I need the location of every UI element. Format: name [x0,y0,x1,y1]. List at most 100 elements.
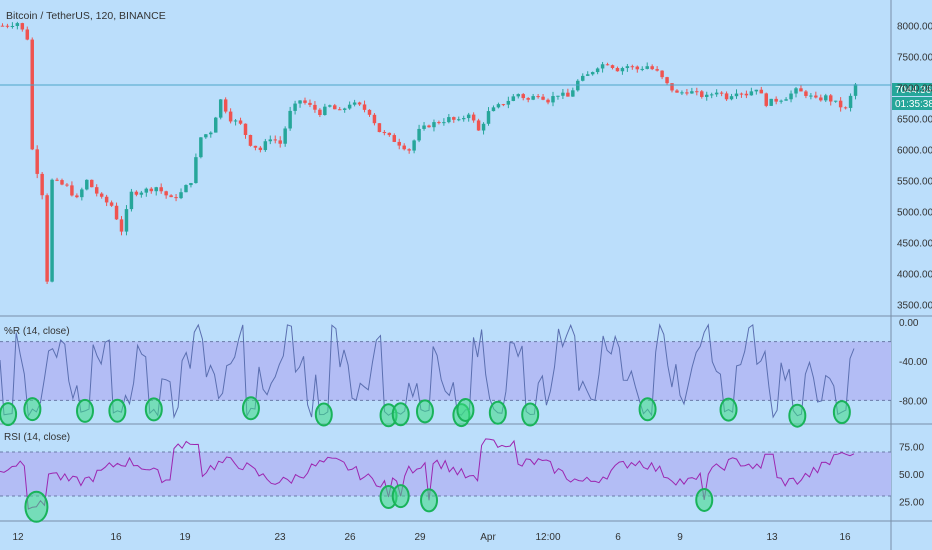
candle-body [194,157,198,184]
candle-body [814,95,818,98]
candle-body [417,128,421,141]
candle-body [546,99,550,103]
candle-body [65,184,69,186]
candle-body [268,139,273,142]
candle-body [700,91,704,97]
candle-body [650,66,654,70]
candle-body [466,114,471,119]
last-price-label: 7044.36 [895,85,932,96]
oscillator-tick-label: 25.00 [899,498,924,509]
x-tick-label: 6 [615,532,621,543]
candle-body [769,98,773,106]
candle-body [744,93,749,96]
candle-body [372,114,377,124]
candle-body [169,195,173,198]
oscillator-tick-label: -80.00 [899,396,928,407]
candle-body [704,94,709,97]
candle-body [114,205,119,220]
candle-body [253,145,258,148]
oversold-highlight [314,402,333,427]
candle-body [853,84,858,96]
candle-body [85,179,89,190]
candle-body [362,104,367,110]
candle-body [486,111,491,124]
candle-body [412,140,416,151]
candle-body [437,122,441,124]
candle-body [556,95,560,97]
candle-body [407,149,411,151]
candle-body [333,105,337,110]
candle-body [387,132,392,136]
price-tick-label: 4000.00 [897,270,932,281]
candle-body [571,90,575,97]
candle-body [238,120,243,124]
candle-body [45,195,49,282]
oscillator-tick-label: 75.00 [899,443,924,454]
candle-body [347,104,352,109]
candle-body [511,96,516,101]
candle-body [620,68,625,72]
candle-body [432,122,436,128]
countdown-badge [892,97,932,110]
candle-body [308,102,312,105]
candle-body [328,105,332,107]
candle-body [590,72,595,75]
oversold-highlight [415,399,434,424]
candle-body [804,91,808,96]
candle-body [402,145,406,150]
oversold-highlight [521,402,540,427]
candle-body [159,187,163,192]
candle-body [521,94,525,99]
candle-body [640,68,644,70]
candle-body [318,109,322,116]
oversold-highlight [391,402,410,427]
oversold-highlight [638,397,657,422]
candle-body [75,195,79,198]
candle-body [585,74,590,76]
x-tick-label: 16 [110,532,122,543]
oscillator-band [0,452,891,496]
oversold-highlight [23,397,42,422]
price-pane: 8000.00 7500.00 7000.00 6500.00 6000.00 5500.… [0,22,932,312]
candle-body [824,95,828,101]
oscillator-tick-label: -40.00 [899,357,928,368]
candle-body [457,119,461,121]
candle-body [516,94,521,97]
x-tick-label: 16 [839,532,851,543]
x-tick-label: 9 [677,532,683,543]
candle-body [600,64,605,69]
candle-body [819,97,823,101]
candle-body [481,123,486,131]
candle-body [690,91,694,94]
x-tick-label: 12:00 [535,532,560,543]
candle-body [25,29,30,40]
candle-body [5,25,10,27]
candle-body [551,96,555,103]
candle-body [447,117,451,123]
candle-body [799,88,803,92]
candle-body [209,132,213,135]
candle-body [739,93,744,95]
oversold-highlight [241,396,260,421]
wr-pane: 0.00 -40.00 -80.00 [0,318,928,428]
candle-body [20,23,25,30]
candle-body [695,91,699,93]
oversold-highlight [832,400,851,425]
candle-body [729,96,734,100]
candle-body [789,93,793,100]
candle-body [342,108,347,110]
candle-body [179,192,183,199]
candle-body [838,100,843,108]
candle-body [184,185,188,193]
oscillator-line [0,438,855,510]
candle-body [422,125,426,129]
candle-body [685,92,689,94]
price-tick-label: 5000.00 [897,208,932,219]
candle-body [566,92,570,97]
candle-body [139,192,144,195]
oversold-highlight [488,400,507,425]
candle-body [531,96,535,100]
candle-body [129,191,134,210]
candle-body [670,83,674,91]
